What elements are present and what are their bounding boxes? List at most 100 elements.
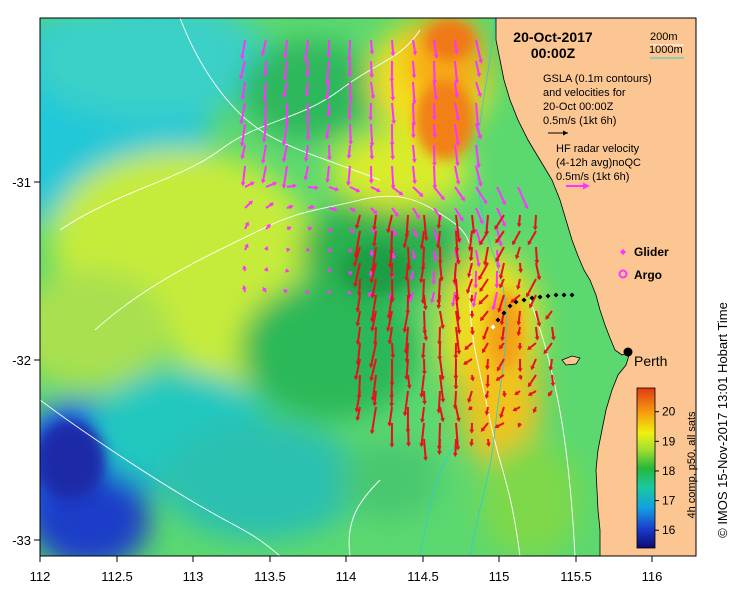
contour-legend: 200m 1000m (649, 31, 684, 59)
hf-legend-line: (4-12h avg)noQC (556, 157, 641, 169)
gsla-arrow (454, 165, 461, 185)
map-title: 20-Oct-2017 00:00Z (513, 29, 593, 61)
hf-arrow (406, 374, 412, 390)
gsla-arrow (475, 249, 481, 268)
gsla-arrow (391, 228, 397, 237)
hf-arrow (514, 390, 521, 396)
gsla-arrow (453, 39, 459, 55)
gsla-arrow (304, 289, 310, 294)
gsla-arrow (281, 165, 288, 189)
gsla-arrow (261, 123, 267, 143)
glider-point (501, 310, 507, 316)
gsla-arrow (265, 202, 274, 209)
gsla-arrow (347, 270, 353, 276)
x-tick-label: 116 (642, 569, 663, 584)
hf-arrow (420, 342, 426, 360)
gsla-arrow (369, 123, 375, 147)
hf-arrow (422, 390, 427, 406)
gsla-arrow (368, 102, 374, 121)
gsla-arrow (454, 207, 464, 222)
hf-arrow (512, 406, 521, 412)
contour-200m-label: 200m (650, 31, 678, 43)
colorbar-tick-label: 17 (662, 494, 676, 508)
hf-arrow (419, 422, 425, 448)
hf-arrow (455, 422, 461, 451)
hf-legend: HF radar velocity (4-12h avg)noQC 0.5m/s… (556, 143, 641, 190)
gsla-arrow (433, 186, 445, 201)
hf-arrow (387, 406, 393, 427)
hf-arrow (479, 278, 489, 293)
hf-arrow (516, 310, 522, 326)
hf-arrow (534, 326, 540, 341)
gsla-arrow (412, 39, 418, 56)
gsla-arrow (262, 81, 268, 103)
gsla-legend-line: GSLA (0.1m contours) (543, 73, 652, 85)
hf-arrow (355, 406, 361, 422)
gsla-arrow (239, 123, 246, 147)
glider-label: Glider (634, 245, 669, 259)
gsla-arrow (244, 181, 255, 188)
platform-legend: Glider Argo (618, 245, 669, 282)
gsla-arrow (240, 39, 246, 60)
hf-arrow (420, 406, 425, 424)
gsla-legend-line: and velocities for (543, 87, 626, 99)
hf-arrow (352, 246, 361, 267)
hf-arrow (369, 342, 377, 369)
gsla-arrow (281, 123, 288, 146)
hf-arrow (518, 262, 523, 274)
gsla-arrow (411, 81, 417, 105)
hf-arrow (406, 422, 411, 447)
gsla-arrow (494, 270, 500, 289)
y-tick-label: -32 (12, 353, 31, 368)
gsla-arrow (286, 204, 294, 210)
gsla-arrow (347, 60, 353, 78)
hf-arrow (484, 390, 490, 400)
gsla-arrow (303, 144, 309, 162)
hf-arrow (484, 406, 490, 416)
gsla-arrow (412, 165, 417, 185)
hf-arrow (495, 246, 505, 263)
contour-200m-f (529, 299, 576, 556)
glider-point (545, 293, 551, 299)
gsla-arrow (263, 245, 269, 251)
gsla-arrow (454, 144, 460, 167)
gsla-arrow (305, 102, 311, 124)
hf-arrow (550, 326, 556, 341)
gsla-arrow (432, 144, 437, 167)
hf-arrow (526, 278, 537, 298)
gsla-arrow (305, 60, 310, 78)
hf-legend-line: 0.5m/s (1kt 6h) (556, 171, 629, 183)
date-title: 20-Oct-2017 (513, 29, 593, 45)
gsla-arrow (303, 39, 309, 63)
gsla-arrow (326, 39, 332, 59)
colorbar: 16 17 18 19 20 4h comp, p50, all sats (636, 387, 698, 549)
hf-arrow (463, 358, 473, 365)
hf-arrow (470, 374, 475, 382)
contour-lines (40, 18, 576, 556)
gsla-arrow (454, 186, 465, 202)
gsla-arrow (305, 247, 311, 252)
gsla-arrow (307, 204, 315, 210)
hf-arrow (499, 406, 505, 419)
hf-arrow (435, 230, 441, 249)
sst-field (40, 18, 696, 556)
gsla-arrow (286, 247, 291, 253)
hf-arrow (480, 422, 489, 432)
contour-1000m-b (419, 439, 461, 556)
hf-arrow (354, 390, 361, 413)
hf-arrow (532, 406, 538, 414)
hf-arrow (402, 390, 409, 417)
gsla-arrow (240, 81, 246, 101)
gsla-arrow (281, 144, 288, 163)
hf-arrow (455, 310, 462, 335)
gsla-arrow (475, 60, 482, 78)
gsla-arrow (240, 165, 246, 187)
argo-label: Argo (634, 268, 662, 282)
hf-arrow (455, 406, 461, 422)
hf-arrow (485, 374, 491, 388)
gsla-arrow (411, 60, 417, 79)
gsla-arrow (349, 207, 357, 212)
glider-point (553, 292, 559, 298)
x-tick-label: 114.5 (407, 569, 439, 584)
glider-point (537, 294, 543, 300)
